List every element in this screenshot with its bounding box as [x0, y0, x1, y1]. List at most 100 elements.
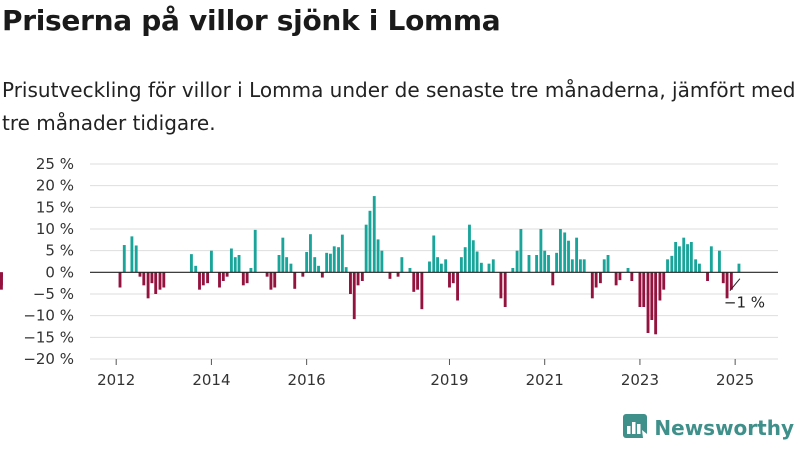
bar	[511, 268, 515, 273]
bar	[570, 259, 574, 273]
brand-name: Newsworthy	[654, 416, 794, 440]
bar	[658, 272, 662, 301]
bar	[285, 257, 289, 273]
bar	[519, 229, 523, 273]
bar	[737, 263, 741, 273]
bar	[471, 240, 475, 273]
bar	[368, 210, 372, 273]
bar	[694, 259, 698, 273]
bar	[237, 255, 241, 273]
bar	[428, 261, 431, 273]
y-tick-label: 25 %	[36, 155, 74, 173]
bar	[475, 251, 479, 273]
bar	[594, 272, 598, 288]
bar	[682, 237, 686, 273]
bar	[432, 235, 436, 273]
bar	[543, 250, 547, 273]
bar	[0, 272, 3, 286]
y-tick-label: 10 %	[36, 220, 74, 238]
y-tick-label: −10 %	[23, 307, 74, 325]
bar	[547, 255, 550, 273]
bar	[642, 272, 646, 307]
bar	[138, 272, 142, 277]
last-value-annotation: −1 %	[724, 294, 765, 312]
bar	[313, 257, 317, 273]
bar	[503, 272, 507, 307]
bar	[662, 272, 666, 290]
bar	[360, 272, 364, 281]
bar	[241, 272, 245, 286]
bar	[451, 272, 455, 284]
y-tick-label: 5 %	[45, 242, 74, 260]
bar	[309, 234, 312, 273]
bar	[340, 234, 344, 273]
bar	[273, 272, 277, 288]
x-tick-label: 2014	[192, 371, 230, 389]
bar	[468, 224, 471, 273]
bar	[329, 253, 332, 273]
bar	[535, 255, 539, 273]
bar	[118, 272, 122, 288]
bar	[709, 246, 713, 273]
bar	[189, 254, 193, 273]
bar	[388, 272, 392, 279]
bar	[718, 250, 721, 273]
bar	[209, 250, 213, 273]
bar	[162, 272, 166, 288]
bar	[459, 257, 463, 273]
bar	[436, 257, 439, 273]
bar	[408, 268, 412, 273]
bar	[142, 272, 146, 286]
bar	[146, 272, 150, 299]
bar	[558, 229, 562, 273]
bar	[289, 263, 293, 273]
x-tick-label: 2023	[621, 371, 659, 389]
bar	[349, 272, 352, 294]
bar	[567, 240, 570, 273]
brand-logo: Newsworthy	[622, 413, 794, 443]
bar-series	[0, 196, 741, 335]
bar	[225, 272, 229, 277]
bar	[337, 247, 340, 273]
x-tick-label: 2019	[430, 371, 468, 389]
bar	[686, 244, 689, 273]
bar	[293, 272, 297, 289]
bar	[400, 257, 404, 273]
bar	[233, 257, 237, 273]
chart-title: Priserna på villor sjönk i Lomma	[2, 4, 501, 37]
bar	[729, 272, 733, 290]
bar	[444, 259, 448, 273]
bar	[281, 237, 285, 273]
bar	[706, 272, 709, 281]
x-axis-ticks: 2012 2014 2016 2019 2021 2023 2025	[97, 359, 754, 389]
newsworthy-chart-logo-icon	[622, 413, 648, 443]
bar	[364, 224, 368, 273]
bar	[158, 272, 162, 290]
bar	[499, 272, 503, 299]
bar	[412, 272, 416, 292]
chart-subtitle: Prisutveckling för villor i Lomma under …	[2, 78, 796, 135]
bar	[689, 242, 693, 273]
bar	[320, 272, 324, 278]
bar-chart: 25 % 20 % 15 % 10 % 5 % 0 % −5 % −10 % −15 % −20 …	[0, 155, 778, 389]
bar	[0, 272, 3, 277]
bar	[515, 250, 519, 273]
y-tick-label: −15 %	[23, 328, 74, 346]
bar	[356, 272, 360, 286]
bar	[130, 236, 134, 273]
bar	[527, 255, 531, 273]
bar	[221, 272, 225, 281]
bar	[332, 246, 336, 273]
bar	[218, 272, 221, 288]
y-tick-label: −5 %	[33, 285, 74, 303]
bar	[650, 272, 654, 320]
bar	[134, 245, 138, 273]
x-tick-label: 2021	[526, 371, 564, 389]
bar	[646, 272, 650, 333]
bar	[666, 259, 669, 273]
bar	[491, 259, 495, 273]
bar	[614, 272, 618, 286]
bar	[602, 259, 606, 273]
bar	[396, 272, 400, 277]
annotations: −1 %	[724, 278, 765, 312]
